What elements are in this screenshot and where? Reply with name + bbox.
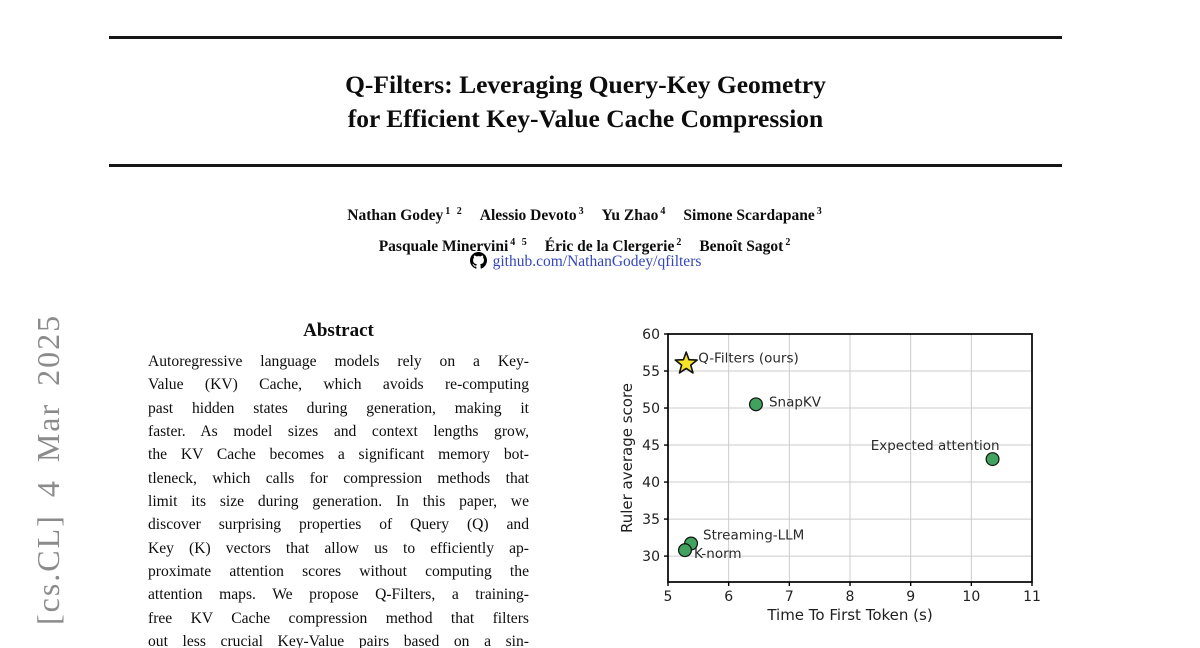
abstract-line: free KV Cache compression method that fi…: [148, 609, 529, 627]
y-tick-label: 55: [642, 364, 660, 380]
x-tick-label: 6: [724, 589, 733, 605]
scatter-plot: 30 35 40 45 50 55 60 5 6 7 8 9 10 11 Time To First Tok…: [618, 327, 1041, 624]
ttft-ruler-chart: 30 35 40 45 50 55 60 5 6 7 8 9 10 11 Time To First Tok…: [618, 318, 1096, 648]
author-name: Éric de la Clergerie: [544, 238, 675, 256]
x-tick-label: 8: [846, 589, 855, 605]
author-name: Pasquale Minervini: [378, 238, 509, 256]
title-line-2: for Efficient Key-Value Cache Compressio…: [347, 104, 824, 133]
y-tick-label: 45: [642, 438, 660, 454]
abstract-line: the KV Cache becomes a significant memor…: [148, 446, 529, 464]
title-rule-bottom: [109, 164, 1062, 167]
data-point-circle: [985, 452, 1000, 467]
author: Éric de la Clergerie 2: [544, 237, 684, 256]
author-superscript: 2: [676, 237, 684, 249]
x-tick-label: 9: [906, 589, 915, 605]
data-point-label: Q-Filters (ours): [698, 351, 799, 367]
y-tick-label: 35: [642, 512, 660, 528]
data-point-label: K-norm: [694, 546, 742, 562]
abstract-line: Autoregressive language models rely on a…: [148, 353, 529, 370]
data-point-star: [674, 351, 698, 374]
x-tick-label: 10: [962, 589, 980, 605]
author-name: Yu Zhao: [601, 207, 659, 225]
abstract-line: limit its size during generation. In thi…: [148, 493, 529, 511]
author-line-2: Pasquale Minervini 4 5 Éric de la Clergeri…: [109, 229, 1062, 260]
y-tick-label: 40: [642, 475, 660, 491]
abstract-line: attention maps. We propose Q-Filters, a …: [148, 586, 529, 604]
abstract-line: tleneck, which calls for compression met…: [148, 469, 529, 487]
data-point-label: Streaming-LLM: [703, 528, 804, 544]
title-line-1: Q-Filters: Leveraging Query-Key Geometry: [345, 70, 826, 99]
author: Pasquale Minervini 4 5: [378, 237, 529, 256]
author: Alessio Devoto 3: [479, 206, 586, 225]
x-axis-label: Time To First Token (s): [766, 606, 932, 624]
github-icon: [469, 252, 487, 274]
abstract-line: proximate attention scores without compu…: [148, 563, 529, 581]
author-superscript: 4: [660, 206, 668, 217]
data-point-circle: [677, 543, 692, 558]
data-point-label: Expected attention: [871, 438, 1000, 454]
y-tick-label: 50: [642, 401, 660, 417]
y-tick-label: 60: [642, 327, 660, 343]
data-point-circle: [748, 397, 763, 412]
abstract-heading: Abstract: [303, 320, 374, 341]
paper-title: Q-Filters: Leveraging Query-Key Geometry…: [109, 68, 1062, 136]
author: Benoît Sagot 2: [699, 237, 793, 256]
github-link[interactable]: github.com/NathanGodey/qfilters: [492, 253, 702, 270]
author-superscript: 1 2: [445, 206, 464, 217]
title-rule-top: [109, 36, 1062, 39]
author-block: Nathan Godey 1 2 Alessio Devoto 3 Yu Zhao 4 Si…: [109, 198, 1062, 260]
abstract-line: past hidden states during generation, ma…: [148, 399, 529, 417]
data-point-label: SnapKV: [769, 394, 822, 410]
author-superscript: 3: [816, 206, 824, 217]
y-axis-label: Ruler average score: [618, 383, 636, 533]
x-tick-label: 11: [1023, 589, 1041, 605]
abstract-text: Autoregressive language models rely on a…: [148, 350, 529, 648]
abstract-line: out less crucial Key-Value pairs based o…: [148, 633, 529, 648]
author-name: Benoît Sagot: [699, 238, 784, 256]
x-tick-label: 7: [785, 589, 794, 605]
author-superscript: 3: [578, 206, 586, 217]
arxiv-stamp: [cs.CL] 4 Mar 2025: [30, 313, 66, 625]
author-name: Nathan Godey: [347, 207, 444, 225]
author-superscript: 4 5: [510, 237, 529, 249]
author-name: Alessio Devoto: [479, 207, 577, 225]
abstract-line: faster. As model sizes and context lengt…: [148, 423, 529, 441]
y-tick-label: 30: [642, 549, 660, 565]
author: Simone Scardapane 3: [683, 206, 824, 225]
author-line-1: Nathan Godey 1 2 Alessio Devoto 3 Yu Zhao 4 Si…: [109, 198, 1062, 229]
author: Nathan Godey 1 2: [347, 206, 464, 225]
github-line: github.com/NathanGodey/qfilters: [109, 252, 1062, 274]
x-tick-label: 5: [664, 589, 673, 605]
abstract-line: discover surprising properties of Query …: [148, 516, 529, 534]
author-name: Simone Scardapane: [683, 207, 815, 225]
author-superscript: 2: [785, 237, 793, 249]
abstract-line: Value (KV) Cache, which avoids re-comput…: [148, 376, 529, 394]
author: Yu Zhao 4: [601, 206, 668, 225]
abstract-line: Key (K) vectors that allow us to efficie…: [148, 539, 529, 557]
